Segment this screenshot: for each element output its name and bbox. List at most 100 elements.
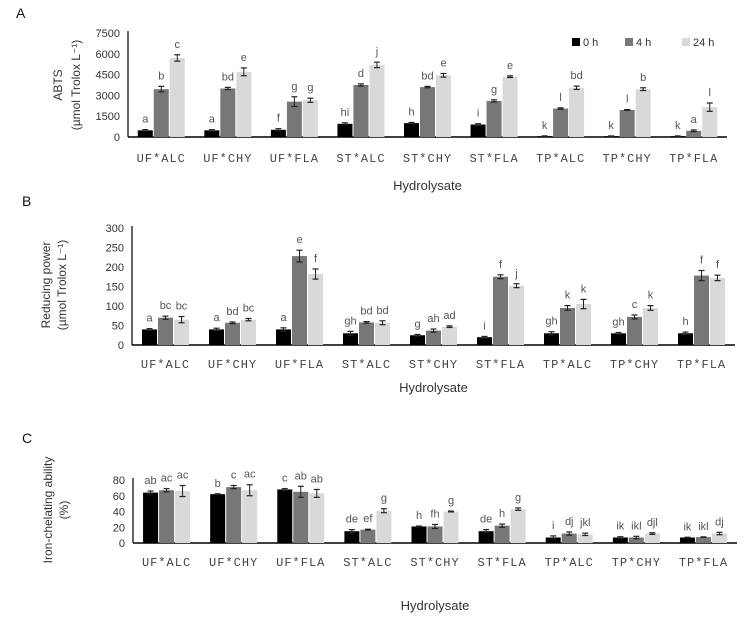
bar: [220, 88, 236, 137]
x-tick-label: ST*FLA: [478, 556, 527, 570]
significance-letter: k: [542, 120, 548, 132]
x-tick-label: UF*CHY: [209, 556, 258, 570]
y-tick-label: 0: [118, 340, 124, 352]
bar: [560, 307, 575, 345]
y-tick-label: 0: [119, 538, 125, 550]
significance-letter: ikl: [631, 520, 641, 532]
bar: [226, 487, 242, 543]
bar: [679, 537, 695, 543]
y-tick-label: 40: [113, 507, 125, 519]
bar: [577, 534, 593, 543]
x-tick-label: UF*FLA: [276, 556, 325, 570]
bar: [436, 75, 451, 137]
legend-label: 24 h: [693, 37, 714, 49]
bar: [204, 130, 220, 137]
significance-letter: h: [416, 510, 422, 522]
significance-letter: ac: [177, 470, 189, 482]
significance-letter: b: [158, 70, 164, 82]
x-axis-label: Hydrolysate: [399, 380, 468, 395]
significance-letter: a: [142, 114, 149, 126]
x-tick-label: ST*CHY: [409, 358, 458, 372]
y-axis-label: Reducing power: [39, 242, 53, 329]
x-tick-label: TP*CHY: [612, 556, 661, 570]
significance-letter: ab: [311, 473, 323, 485]
bar: [344, 531, 360, 543]
bar: [420, 87, 435, 137]
bar: [210, 494, 226, 543]
x-tick-label: ST*ALC: [342, 358, 391, 372]
panel-label: C: [22, 430, 32, 446]
significance-letter: f: [499, 259, 503, 271]
significance-letter: k: [675, 120, 681, 132]
significance-letter: d: [358, 68, 364, 80]
significance-letter: g: [491, 84, 497, 96]
y-tick-label: 3000: [96, 90, 120, 102]
significance-letter: fh: [430, 508, 439, 520]
bar: [644, 533, 660, 543]
bar: [292, 256, 307, 345]
significance-letter: l: [626, 94, 628, 106]
y-axis-label: (µmol Trolox L⁻¹): [55, 240, 69, 331]
x-tick-label: UF*CHY: [208, 358, 257, 372]
significance-letter: f: [700, 255, 704, 267]
bar: [470, 124, 486, 137]
significance-letter: g: [448, 495, 454, 507]
bar: [241, 319, 256, 345]
bar: [545, 537, 561, 543]
significance-letter: e: [507, 60, 513, 72]
bar: [695, 537, 711, 543]
bar: [510, 509, 526, 543]
bar: [611, 333, 626, 345]
bar: [137, 130, 153, 137]
x-tick-label: TP*FLA: [669, 152, 718, 166]
x-tick-label: TP*ALC: [536, 152, 585, 166]
significance-letter: l: [559, 92, 561, 104]
significance-letter: de: [480, 514, 492, 526]
significance-letter: e: [440, 57, 446, 69]
significance-letter: dj: [565, 516, 574, 528]
bar: [359, 322, 374, 345]
y-axis-label: ABTS: [51, 69, 65, 100]
bar: [159, 490, 175, 543]
significance-letter: f: [716, 259, 720, 271]
significance-letter: f: [314, 253, 318, 265]
bar: [276, 329, 291, 345]
panel-A: A 0 1500 3000 4500 6000 7500 ABTS (µmol Trolox L…: [16, 5, 727, 193]
x-tick-label: TP*ALC: [543, 358, 592, 372]
bar: [225, 322, 240, 345]
x-tick-label: ST*CHY: [410, 556, 459, 570]
bar: [628, 537, 644, 543]
legend-label: 0 h: [583, 37, 598, 49]
legend-swatch: [572, 38, 580, 46]
bar: [360, 529, 376, 543]
bar: [411, 526, 427, 543]
y-tick-label: 20: [113, 522, 125, 534]
x-axis-label: Hydrolysate: [393, 178, 462, 193]
significance-letter: c: [175, 39, 181, 51]
x-tick-label: UF*ALC: [142, 556, 191, 570]
significance-letter: ik: [616, 521, 624, 533]
bar: [561, 533, 577, 543]
significance-letter: bc: [160, 300, 172, 312]
significance-letter: gh: [612, 317, 624, 329]
legend-swatch: [682, 38, 690, 46]
bar: [174, 319, 189, 345]
significance-letter: bd: [226, 306, 238, 318]
significance-letter: k: [581, 283, 587, 295]
bar: [343, 333, 358, 345]
y-tick-label: 1500: [96, 111, 120, 123]
bar: [158, 317, 173, 345]
significance-letter: de: [346, 514, 358, 526]
significance-letter: bd: [570, 70, 582, 82]
x-tick-label: ST*CHY: [403, 152, 452, 166]
y-axis-label: (%): [57, 501, 71, 520]
bar: [544, 333, 559, 345]
x-tick-label: UF*FLA: [270, 152, 319, 166]
significance-letter: k: [648, 290, 654, 302]
significance-letter: ac: [161, 473, 173, 485]
bar: [493, 276, 508, 345]
significance-letter: c: [231, 470, 237, 482]
significance-letter: gh: [545, 316, 557, 328]
bar: [236, 71, 252, 137]
